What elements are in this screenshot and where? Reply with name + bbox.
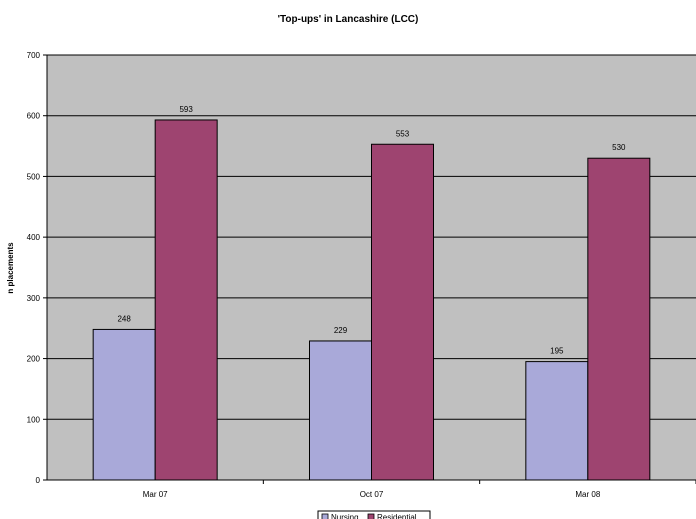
y-tick-label: 100 bbox=[27, 415, 41, 424]
x-tick-label: Mar 08 bbox=[575, 490, 600, 499]
bar-nursing bbox=[309, 340, 372, 481]
y-axis-title: n placements bbox=[6, 242, 15, 294]
x-tick-labels: Mar 07 Oct 07 Mar 08 bbox=[143, 490, 601, 499]
y-tick-label: 600 bbox=[27, 112, 41, 121]
legend-swatch-residential bbox=[367, 513, 375, 519]
data-label: 530 bbox=[612, 143, 626, 152]
chart-title: 'Top-ups' in Lancashire (LCC) bbox=[278, 14, 419, 25]
bar-residential bbox=[587, 157, 651, 481]
data-label: 229 bbox=[334, 326, 348, 335]
bar-nursing bbox=[92, 328, 156, 481]
data-label: 553 bbox=[396, 129, 410, 138]
legend-swatch-nursing bbox=[321, 513, 329, 519]
data-label: 593 bbox=[179, 105, 193, 114]
data-labels: 248 593 229 553 195 530 bbox=[117, 105, 626, 356]
bar-residential bbox=[154, 119, 218, 481]
axes bbox=[43, 54, 696, 484]
bar-nursing bbox=[525, 361, 589, 481]
y-tick-labels: 0 100 200 300 400 500 600 700 bbox=[27, 51, 41, 485]
bar-residential bbox=[371, 143, 434, 481]
data-label: 195 bbox=[550, 347, 564, 356]
y-tick-label: 700 bbox=[27, 51, 41, 60]
y-tick-label: 500 bbox=[27, 172, 41, 181]
legend-label: Residential bbox=[377, 513, 417, 519]
data-label: 248 bbox=[117, 314, 131, 323]
y-tick-label: 400 bbox=[27, 233, 41, 242]
y-tick-label: 200 bbox=[27, 355, 41, 364]
x-tick-label: Oct 07 bbox=[360, 490, 384, 499]
x-tick-label: Mar 07 bbox=[143, 490, 168, 499]
y-tick-label: 300 bbox=[27, 294, 41, 303]
legend: Nursing Residential bbox=[317, 510, 431, 519]
y-tick-label: 0 bbox=[36, 476, 41, 485]
legend-label: Nursing bbox=[331, 513, 359, 519]
